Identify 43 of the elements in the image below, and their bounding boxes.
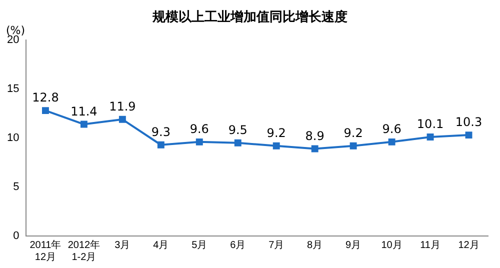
y-axis-title: (%) [6, 24, 26, 37]
data-label: 12.8 [32, 90, 59, 105]
y-tick-label: 0 [13, 230, 20, 242]
y-tick-label: 15 [6, 83, 20, 96]
chart-title: 规模以上工业增加值同比增长速度 [152, 10, 348, 25]
x-tick-label: 9月 [346, 240, 362, 251]
x-tick-label: 12月 [458, 240, 480, 251]
x-tick-label: 4月 [153, 240, 169, 251]
data-label: 8.9 [305, 128, 324, 143]
x-tick-label: 6月 [230, 240, 246, 251]
point [311, 145, 318, 152]
y-tick-label: 20 [6, 34, 20, 46]
point [426, 134, 434, 140]
data-label: 9.5 [228, 123, 248, 138]
point [465, 132, 472, 139]
y-tick-label: 10 [6, 132, 20, 144]
x-tick-label: 5月 [192, 240, 208, 251]
data-label: 10.1 [416, 117, 444, 132]
point [196, 138, 203, 146]
point [42, 107, 49, 114]
x-tick-label: 10月 [381, 240, 402, 251]
x-tick-label: 2012年 1-2月 [68, 238, 100, 263]
x-tick-label: 2011年 12月 [30, 238, 62, 263]
data-label: 9.6 [382, 122, 402, 136]
x-tick-label: 7月 [268, 240, 284, 251]
point [388, 138, 396, 146]
point [157, 141, 164, 148]
data-label: 9.2 [266, 126, 286, 140]
data-label: 9.3 [151, 124, 170, 139]
point [234, 139, 242, 146]
x-tick-label: 8月 [307, 240, 323, 251]
x-tick-label: 3月 [114, 240, 130, 251]
data-label: 11.9 [109, 100, 136, 114]
point [272, 142, 280, 150]
data-label: 9.2 [344, 126, 363, 140]
point [118, 116, 126, 123]
data-label: 11.4 [70, 104, 98, 118]
y-tick-label: 5 [13, 181, 20, 194]
point [350, 142, 357, 150]
x-tick-label: 11月 [420, 240, 440, 251]
point [80, 120, 88, 128]
data-label: 9.6 [190, 122, 209, 136]
data-label: 10.3 [455, 115, 482, 130]
